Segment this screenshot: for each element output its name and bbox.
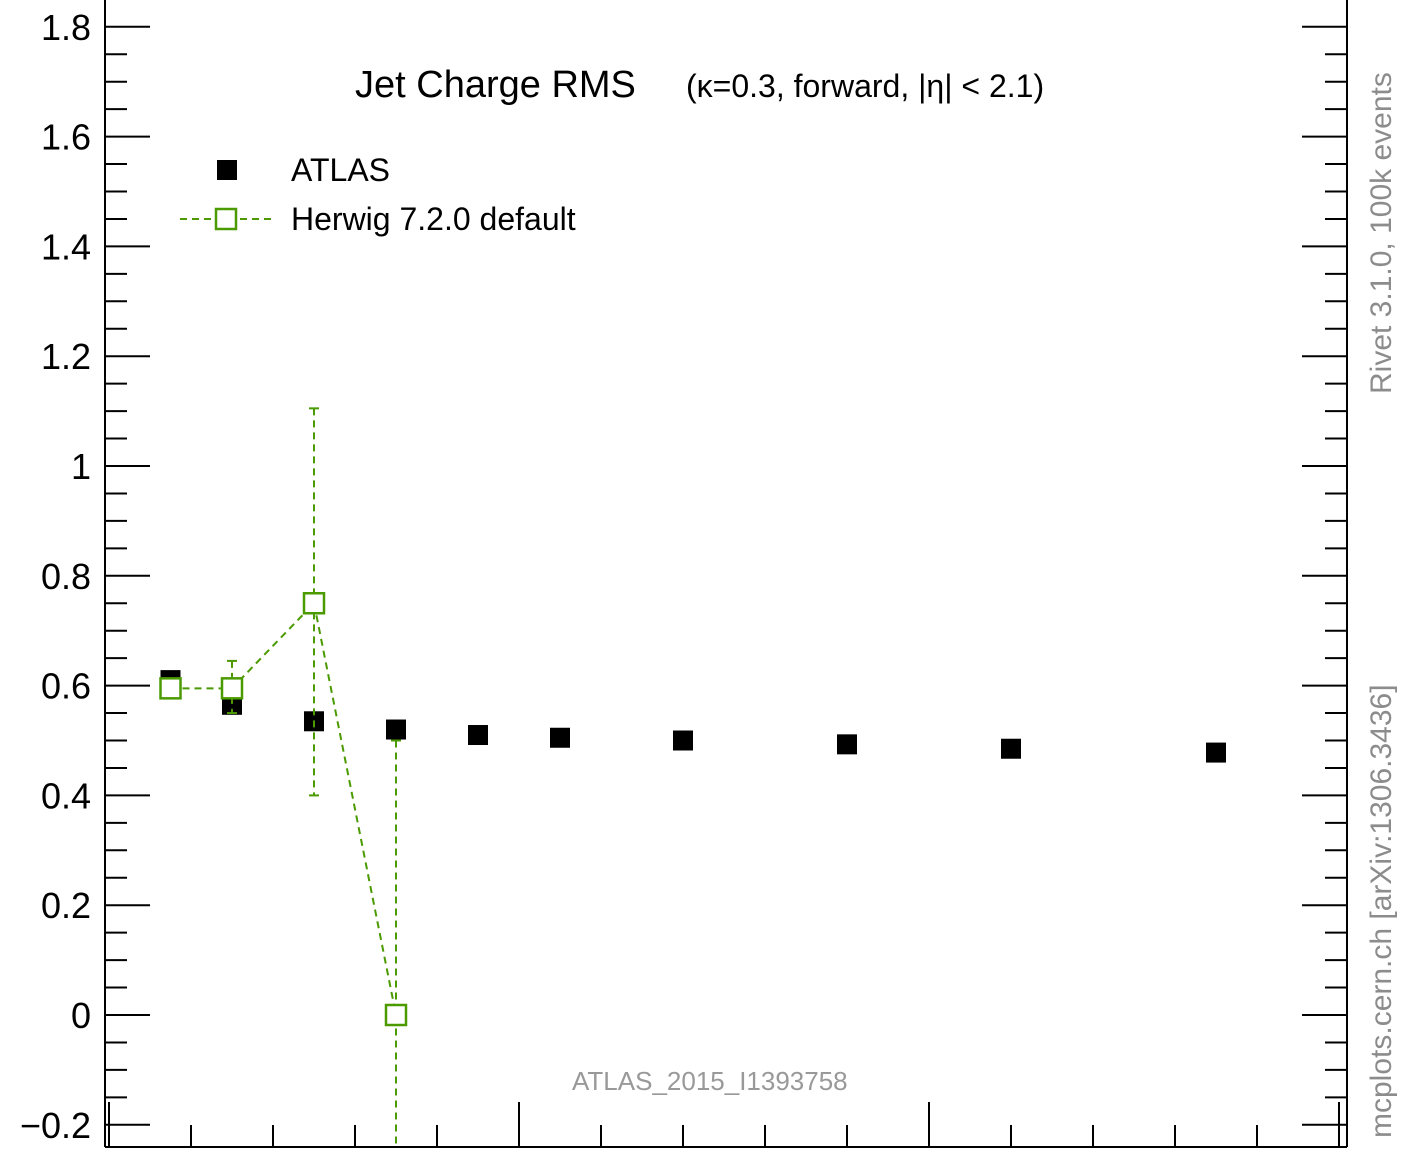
y-tick-label: 1.2 xyxy=(41,336,91,377)
y-tick-label: 0.8 xyxy=(41,556,91,597)
data-point xyxy=(159,677,182,700)
data-point xyxy=(550,727,570,748)
mcplots-source-label: mcplots.cern.ch [arXiv:1306.3436] xyxy=(1365,684,1398,1138)
legend: ATLAS Herwig 7.2.0 default xyxy=(180,152,576,237)
data-point xyxy=(302,592,326,615)
data-point xyxy=(384,1003,408,1027)
y-tick-label: 1 xyxy=(71,446,91,487)
y-tick-label: 1.4 xyxy=(41,226,91,267)
data-point xyxy=(1001,738,1021,759)
legend-marker-atlas xyxy=(217,160,237,180)
legend-marker-herwig xyxy=(214,207,238,231)
series-herwig xyxy=(159,407,408,1147)
legend-label-atlas: ATLAS xyxy=(291,152,390,188)
data-point xyxy=(468,725,488,746)
data-point xyxy=(673,730,693,751)
y-tick-label: 0.6 xyxy=(41,666,91,707)
data-point xyxy=(1206,742,1226,763)
chart-title-detail: (κ=0.3, forward, |η| < 2.1) xyxy=(686,68,1044,104)
analysis-watermark: ATLAS_2015_I1393758 xyxy=(572,1066,848,1096)
y-tick-label: 1.6 xyxy=(41,117,91,158)
data-point xyxy=(386,719,406,740)
rivet-version-label: Rivet 3.1.0, 100k events xyxy=(1365,72,1398,394)
series-line xyxy=(170,601,397,1016)
y-tick-label: 1.8 xyxy=(41,7,91,48)
series-atlas xyxy=(160,670,1226,763)
y-tick-label: −0.2 xyxy=(20,1105,91,1146)
y-tick-label: 0 xyxy=(71,995,91,1036)
legend-label-herwig: Herwig 7.2.0 default xyxy=(291,201,576,237)
y-tick-label: 0.4 xyxy=(41,775,91,816)
chart-title: Jet Charge RMS xyxy=(355,64,636,106)
data-point xyxy=(222,694,242,715)
y-tick-label: 0.2 xyxy=(41,885,91,926)
data-point xyxy=(837,734,857,755)
data-point xyxy=(220,677,244,700)
